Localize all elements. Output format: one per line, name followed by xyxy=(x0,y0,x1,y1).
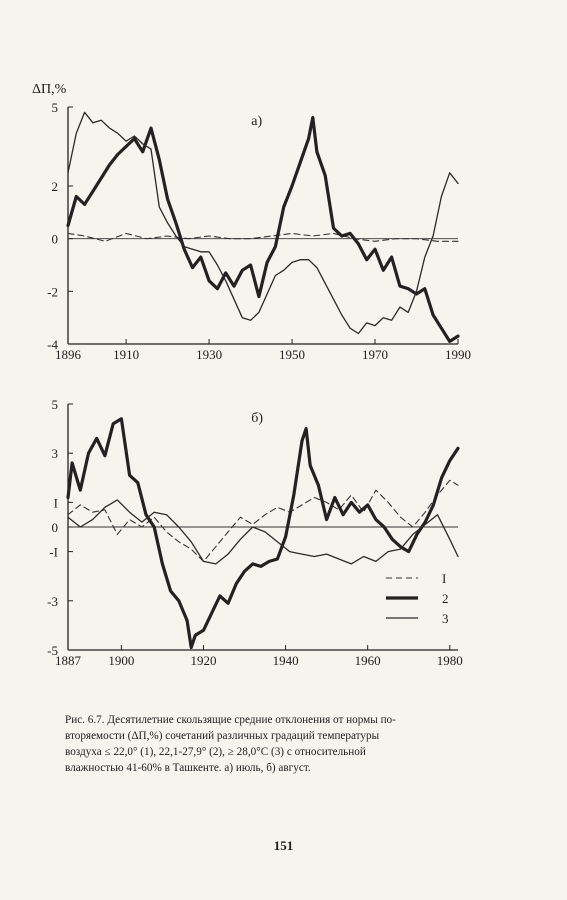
panel-1-x-tick-label: 1950 xyxy=(279,347,305,362)
panel-2-y-tick-label: -I xyxy=(49,545,58,560)
panel-2-legend-label-3: 3 xyxy=(442,611,449,626)
panel-1-x-tick-label: 1990 xyxy=(445,347,471,362)
panel-1-series-2-line xyxy=(66,115,460,343)
panel-2-x-tick-label: 1960 xyxy=(355,653,381,668)
panel-2-series-3-line xyxy=(67,499,459,565)
panel-1-series-1-line xyxy=(67,232,459,242)
caption-line-4: влажностью 41-60% в Ташкенте. а) июль, б… xyxy=(65,762,311,774)
panel-2-x-tick-label: 1900 xyxy=(108,653,134,668)
panel-1-x-tick-label: 1910 xyxy=(113,347,139,362)
panel-2-panel-label: б) xyxy=(251,411,263,426)
panel-1-y-tick-label: -2 xyxy=(47,284,58,299)
panel-2-x-tick-label: 1887 xyxy=(55,653,82,668)
caption-line-1: Рис. 6.7. Десятилетние скользящие средни… xyxy=(65,714,396,726)
caption-line-3: воздуха ≤ 22,0° (1), 22,1-27,9° (2), ≥ 2… xyxy=(65,746,366,758)
panel-2-x-tick-label: 1920 xyxy=(190,653,216,668)
page-number: 151 xyxy=(273,838,294,853)
panel-2-y-tick-label: 5 xyxy=(52,397,59,412)
panel-2-x-tick-label: 1940 xyxy=(273,653,299,668)
panel-1-y-tick-label: 5 xyxy=(52,100,59,115)
panel-1-y-tick-label: -4 xyxy=(47,337,58,352)
panel-2-legend-label-1: I xyxy=(442,571,446,586)
panel-1-y-tick-label: 0 xyxy=(52,232,59,247)
panel-2-legend-label-2: 2 xyxy=(442,591,449,606)
panel-2-x-tick-label: 1980 xyxy=(437,653,463,668)
caption-line-2: вторяемости (ΔП,%) сочетаний различных г… xyxy=(65,730,380,742)
panel-1-y-tick-label: 2 xyxy=(52,179,59,194)
panel-1-panel-label: а) xyxy=(251,114,262,129)
panel-1-series-3-line xyxy=(67,111,459,335)
panel-2-y-tick-label: -5 xyxy=(47,643,58,658)
panel-2-series-1-line xyxy=(67,479,459,562)
panel-2-y-tick-label: I xyxy=(54,495,58,510)
panel-1-x-tick-label: 1930 xyxy=(196,347,222,362)
figure-caption: Рис. 6.7. Десятилетние скользящие средни… xyxy=(65,712,485,776)
panel-2-y-tick-label: 3 xyxy=(52,446,59,461)
panel-1-x-tick-label: 1970 xyxy=(362,347,388,362)
panel-2-series-2-line xyxy=(66,417,460,650)
panel-2-y-tick-label: 0 xyxy=(52,520,59,535)
panel-2-y-tick-label: -3 xyxy=(47,594,58,609)
panel-1-y-axis-label: ΔП,% xyxy=(32,82,67,97)
panel-1-x-tick-label: 1896 xyxy=(55,347,82,362)
